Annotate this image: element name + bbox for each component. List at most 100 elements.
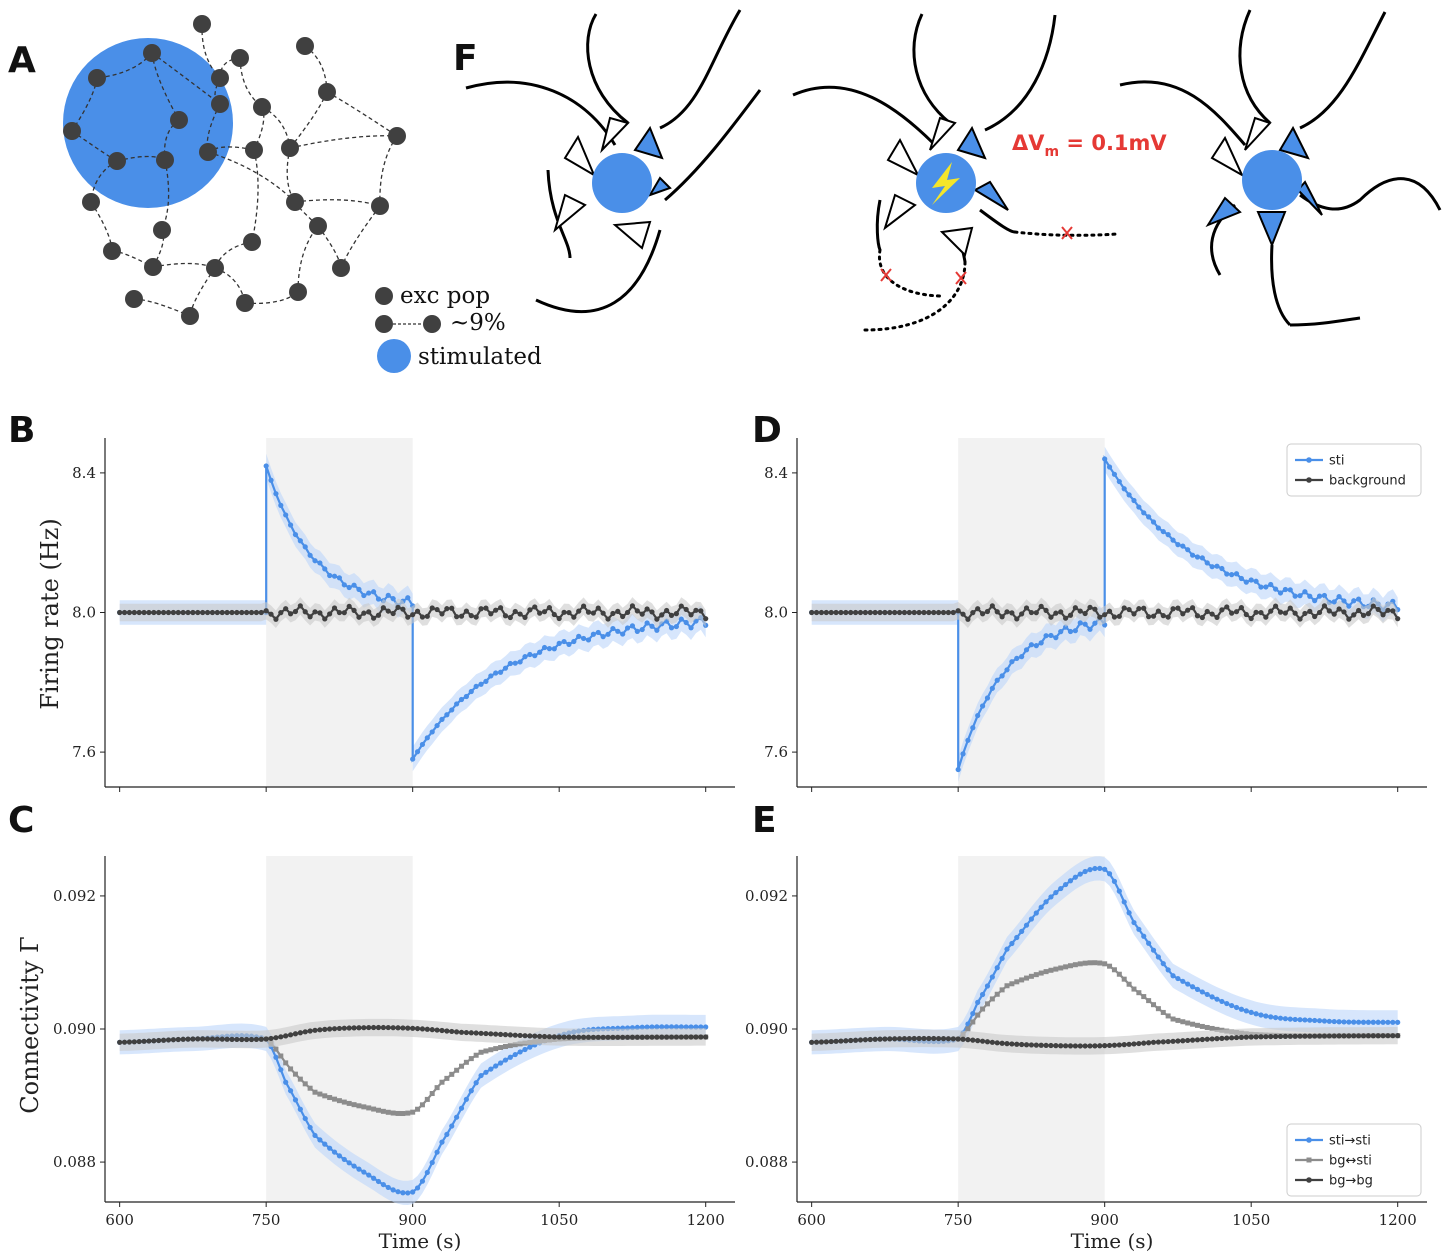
series-point [1170, 973, 1176, 979]
network-edge [289, 91, 328, 149]
series-point [1150, 613, 1157, 619]
series-point [1067, 612, 1074, 618]
series-point [424, 613, 430, 619]
series-point [1111, 967, 1117, 973]
series-point [620, 631, 626, 637]
series-point [1258, 584, 1264, 590]
series-point [833, 1038, 839, 1044]
series-point [214, 1036, 220, 1042]
series-point [1390, 608, 1396, 614]
series-point [468, 1056, 474, 1062]
series-point [307, 1085, 313, 1091]
legend-label: sti→sti [1329, 1134, 1371, 1149]
series-point [1316, 609, 1323, 616]
series-point [595, 629, 601, 636]
x-tick-label: 1050 [1232, 1211, 1270, 1229]
series-point [911, 609, 917, 616]
series-point [1087, 867, 1093, 873]
series-point [121, 1039, 128, 1045]
series-point [537, 1033, 543, 1039]
y-tick-label: 0.092 [745, 887, 788, 905]
series-point [380, 1108, 386, 1114]
series-point [1341, 1033, 1347, 1039]
series-point [1356, 607, 1362, 614]
series-point [1190, 1021, 1196, 1027]
series-point [410, 1025, 416, 1031]
series-point [1199, 1023, 1205, 1029]
series-point [1141, 1040, 1147, 1046]
voltage-annotation: ΔVm = 0.1mV [1012, 131, 1167, 160]
series-point [668, 1024, 675, 1030]
series-point [273, 491, 279, 497]
network-edge [96, 52, 153, 79]
series-point [331, 605, 338, 611]
series-point [1185, 607, 1191, 613]
series-point [688, 1034, 694, 1040]
series-point [1048, 967, 1054, 973]
series-point [1356, 596, 1362, 602]
series-point [556, 1034, 562, 1040]
series-point [566, 1034, 572, 1040]
network-node [281, 139, 299, 157]
series-point [449, 707, 455, 713]
series-point [332, 1096, 338, 1102]
series-point [1351, 612, 1357, 618]
series-point [1121, 605, 1127, 611]
cut-markers [880, 226, 1073, 285]
series-point [1053, 1043, 1059, 1049]
series-point [366, 590, 372, 596]
series-point [1243, 579, 1249, 585]
series-point [678, 616, 684, 622]
series-point [302, 1081, 308, 1087]
panel-label-e: E [752, 800, 777, 841]
series-point [1131, 611, 1137, 617]
series-point [1292, 610, 1298, 616]
series-point [668, 1034, 675, 1040]
series-point [1263, 1034, 1269, 1040]
series-point [395, 1110, 401, 1116]
series-point [473, 1052, 479, 1058]
series-point [867, 1036, 873, 1043]
series-point [979, 703, 986, 709]
series-point [892, 1036, 898, 1042]
series-point [931, 609, 937, 616]
series-point [483, 1030, 489, 1037]
series-point [620, 1034, 626, 1040]
series-point [1058, 965, 1064, 971]
series-point [862, 1037, 868, 1043]
series-point [336, 1098, 342, 1104]
series-point [488, 1047, 494, 1053]
series-point [161, 1037, 167, 1043]
series-point [940, 1036, 947, 1042]
series-point [195, 1036, 201, 1042]
time-xlabel-right: Time (s) [1071, 1229, 1154, 1253]
series-point [1058, 609, 1064, 615]
series-point [185, 609, 191, 616]
series-point [1033, 610, 1039, 616]
series-point [1253, 578, 1259, 584]
series-point [1277, 590, 1284, 596]
series-point [644, 606, 650, 612]
series-point [1053, 635, 1059, 641]
series-point [458, 613, 465, 619]
series-point [302, 1115, 308, 1122]
series-point [1224, 1035, 1230, 1041]
series-point [1224, 1000, 1230, 1007]
series-point [268, 1035, 274, 1042]
series-point [1297, 593, 1303, 599]
series-point [165, 609, 172, 616]
series-point [292, 1031, 299, 1037]
chart-d: 7.6 8.0 8.4 sti background [764, 438, 1427, 792]
series-point [556, 615, 562, 622]
series-point [1155, 1006, 1161, 1012]
series-point [1263, 584, 1269, 590]
series-point [322, 1141, 328, 1147]
series-point [916, 1035, 922, 1042]
series-point [1165, 1013, 1171, 1019]
panel-label-b: B [8, 410, 35, 451]
series-point [1375, 1033, 1381, 1039]
series-point [522, 1046, 528, 1053]
series-point [1043, 633, 1049, 639]
series-point [629, 603, 636, 609]
series-point [1165, 967, 1171, 973]
